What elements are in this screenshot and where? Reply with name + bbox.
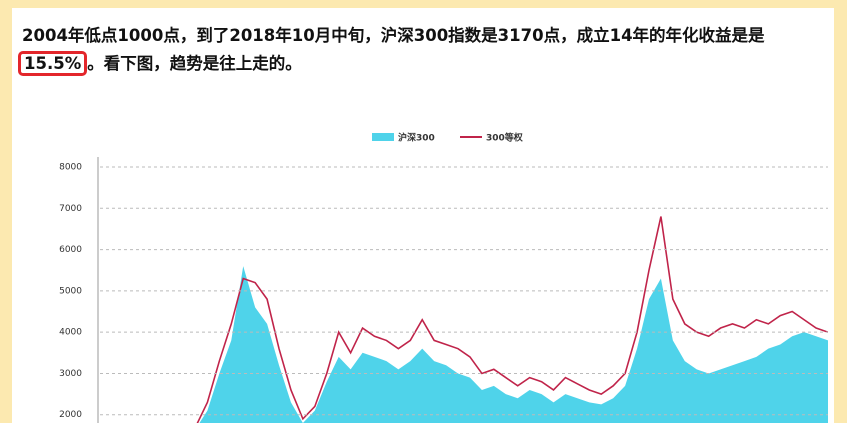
- y-tick-label: 5000: [59, 286, 82, 296]
- y-tick-label: 4000: [59, 328, 82, 338]
- chart: 2000 3000 4000 5000 6000 7000 8000 沪深300 300等权: [59, 132, 828, 423]
- legend-swatch: [372, 133, 394, 141]
- highlight: 15.5%: [18, 51, 88, 76]
- area: [100, 266, 828, 423]
- plot: [100, 216, 828, 423]
- y-tick-label: 6000: [59, 245, 82, 255]
- text: 2004年低点1000点，到了2018年10月中旬，沪深300指数是3170点，…: [22, 26, 765, 45]
- legend-label: 沪深300: [398, 132, 435, 144]
- text: 。看下图，趋势是往上走的。: [87, 54, 302, 73]
- y-tick-label: 2000: [59, 410, 82, 420]
- paragraph: 2004年低点1000点，到了2018年10月中旬，沪深300指数是3170点，…: [18, 22, 832, 78]
- line: [196, 216, 828, 423]
- y-tick-label: 3000: [59, 369, 82, 379]
- y-tick-label: 7000: [59, 204, 82, 214]
- y-tick-label: 8000: [59, 163, 82, 173]
- legend-label: 300等权: [486, 132, 524, 144]
- document: 2004年低点1000点，到了2018年10月中旬，沪深300指数是3170点，…: [12, 8, 834, 423]
